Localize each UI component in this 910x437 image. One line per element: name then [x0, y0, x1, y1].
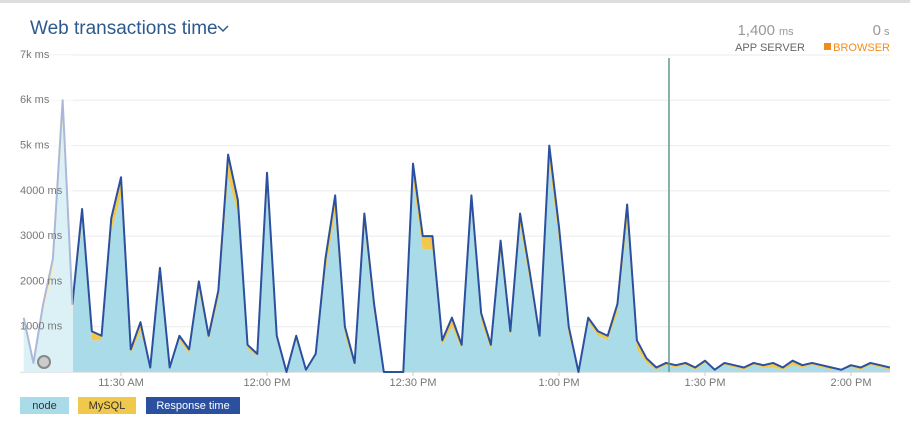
- x-tick-label: 12:00 PM: [243, 377, 290, 389]
- y-tick-label: 5k ms: [20, 139, 50, 151]
- y-tick-label: 1000 ms: [20, 321, 63, 333]
- browser-swatch: [824, 43, 831, 50]
- top-border: [0, 0, 910, 3]
- y-tick-label: 4000 ms: [20, 185, 63, 197]
- chart-title[interactable]: Web transactions time: [30, 18, 218, 39]
- x-tick-label: 1:30 PM: [685, 377, 726, 389]
- x-tick-label: 1:00 PM: [539, 377, 580, 389]
- app-server-value: 1,400: [737, 22, 775, 39]
- x-tick-label: 12:30 PM: [389, 377, 436, 389]
- faded-region: [20, 55, 73, 372]
- plot: 1000 ms 2000 ms 3000 ms 4000 ms 5k ms 6k ms 7k…: [20, 49, 891, 414]
- y-tick-label: 6k ms: [20, 94, 50, 106]
- title-chevron[interactable]: [217, 25, 229, 33]
- legend-swatch[interactable]: [78, 397, 136, 414]
- legend-swatch[interactable]: [146, 397, 240, 414]
- y-tick-label: 7k ms: [20, 49, 50, 61]
- y-tick-label: 3000 ms: [20, 230, 63, 242]
- x-tick-label: 11:30 AM: [98, 377, 144, 389]
- app-server-unit: ms: [779, 26, 794, 38]
- legend-label: node: [32, 400, 56, 412]
- browser-value: 0: [873, 22, 881, 39]
- legend-label: Response time: [156, 400, 229, 412]
- response-line: [22, 99, 891, 373]
- legend-label: MySQL: [89, 400, 126, 412]
- x-tick-label: 2:00 PM: [831, 377, 872, 389]
- browser-label: BROWSER: [833, 42, 890, 54]
- legend-swatch[interactable]: [20, 397, 69, 414]
- area-0: [23, 122, 890, 372]
- range-handle: [37, 355, 51, 369]
- app-server-label: APP SERVER: [735, 42, 805, 54]
- y-tick-label: 2000 ms: [20, 275, 63, 287]
- browser-unit: s: [884, 26, 890, 38]
